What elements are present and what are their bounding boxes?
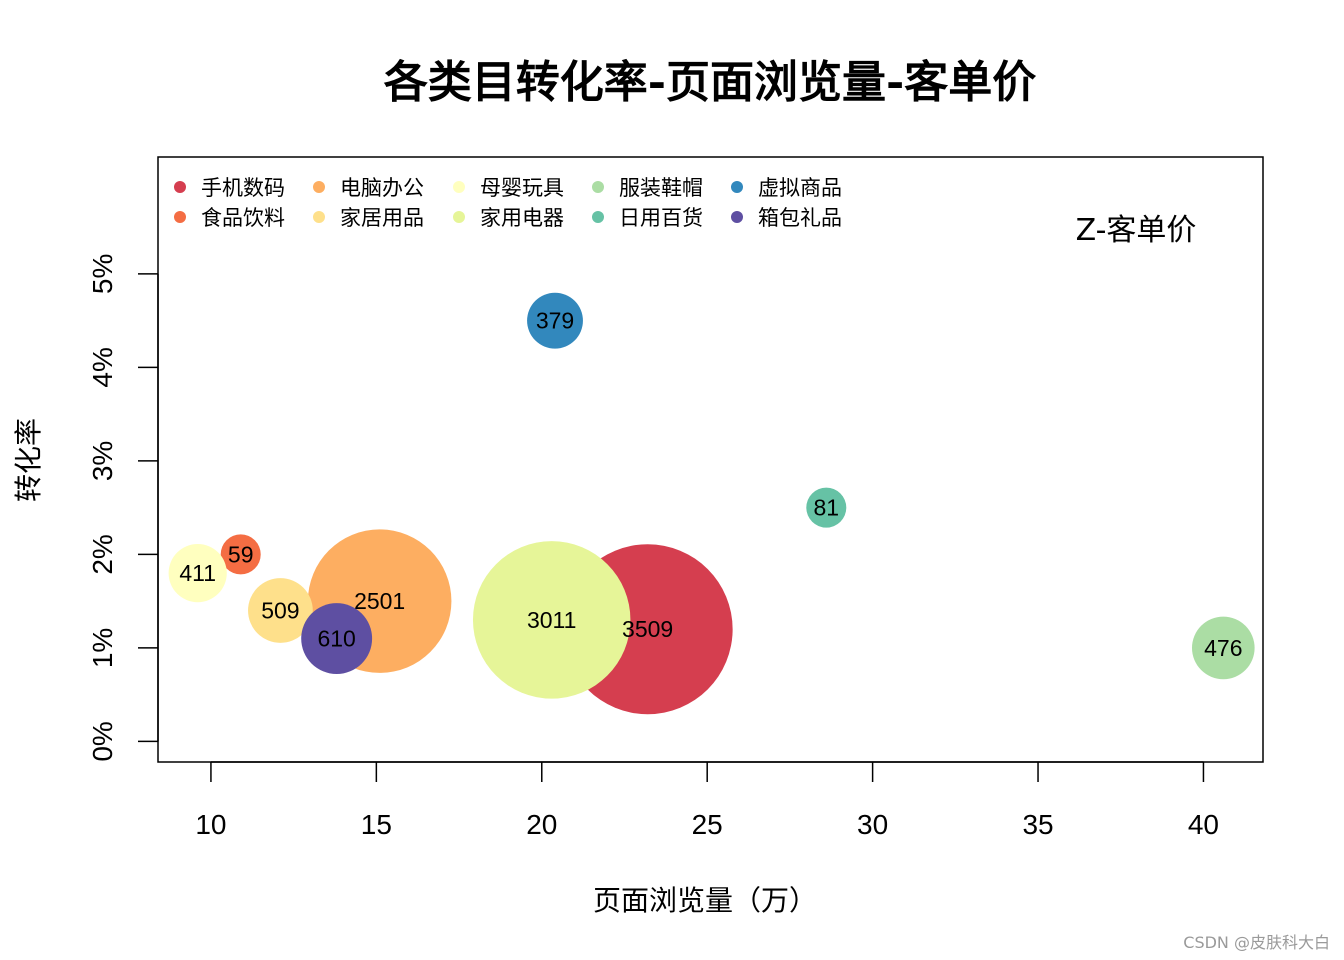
y-tick-label: 3% bbox=[87, 441, 118, 481]
legend-label: 母婴玩具 bbox=[480, 176, 564, 200]
bubble-label-家居用品: 509 bbox=[261, 598, 299, 624]
bubble-label-家用电器: 3011 bbox=[527, 607, 576, 633]
legend-label: 箱包礼品 bbox=[758, 206, 842, 230]
legend-marker bbox=[731, 181, 743, 193]
legend-marker bbox=[592, 211, 604, 223]
x-tick-label: 25 bbox=[692, 809, 723, 840]
y-tick-label: 5% bbox=[87, 254, 118, 294]
bubble-母婴玩具 bbox=[168, 544, 227, 603]
bubble-labels-layer: 3509 59 2501 509 411 3011 476 81 379 610 bbox=[179, 308, 1242, 661]
legend-label: 家用电器 bbox=[480, 206, 564, 230]
y-axis-title: 转化率 bbox=[12, 418, 45, 502]
x-tick-label: 40 bbox=[1188, 809, 1219, 840]
legend-marker bbox=[313, 181, 325, 193]
x-tick-label: 10 bbox=[195, 809, 226, 840]
y-axis: 0% 1% 2% 3% 4% 5% bbox=[87, 254, 159, 762]
legend-marker bbox=[174, 211, 186, 223]
y-tick-label: 0% bbox=[87, 721, 118, 761]
bubble-服装鞋帽 bbox=[1191, 616, 1255, 680]
legend-label: 日用百货 bbox=[619, 206, 703, 230]
legend-marker bbox=[731, 211, 743, 223]
legend-marker bbox=[313, 211, 325, 223]
bubble-label-服装鞋帽: 476 bbox=[1204, 635, 1242, 661]
bubble-日用百货 bbox=[806, 487, 847, 528]
bubble-食品饮料 bbox=[220, 534, 261, 575]
bubble-家用电器 bbox=[472, 541, 631, 699]
legend-label: 食品饮料 bbox=[201, 206, 285, 230]
legend-marker bbox=[453, 211, 465, 223]
bubble-label-食品饮料: 59 bbox=[228, 541, 254, 567]
bubble-label-母婴玩具: 411 bbox=[179, 560, 216, 586]
bubble-label-日用百货: 81 bbox=[813, 495, 839, 521]
legend-marker bbox=[174, 181, 186, 193]
bubble-label-箱包礼品: 610 bbox=[317, 626, 355, 652]
y-tick-label: 2% bbox=[87, 534, 118, 574]
bubbles-layer bbox=[168, 292, 1255, 715]
size-annotation: Z-客单价 bbox=[1076, 213, 1197, 248]
legend-label: 虚拟商品 bbox=[758, 176, 842, 200]
x-axis-title: 页面浏览量（万） bbox=[593, 884, 817, 917]
chart-title: 各类目转化率-页面浏览量-客单价 bbox=[384, 57, 1037, 108]
watermark: CSDN @皮肤科大白 bbox=[1183, 933, 1330, 952]
bubble-label-虚拟商品: 379 bbox=[536, 308, 574, 334]
bubble-虚拟商品 bbox=[527, 292, 583, 349]
legend-marker bbox=[453, 181, 465, 193]
y-tick-label: 1% bbox=[87, 628, 118, 668]
legend-marker bbox=[592, 181, 604, 193]
legend-label: 服装鞋帽 bbox=[619, 176, 703, 200]
legend-label: 手机数码 bbox=[201, 176, 285, 200]
x-tick-label: 20 bbox=[526, 809, 557, 840]
x-tick-label: 15 bbox=[361, 809, 392, 840]
bubble-label-手机数码: 3509 bbox=[622, 616, 673, 642]
bubble-箱包礼品 bbox=[301, 603, 373, 675]
y-tick-label: 4% bbox=[87, 347, 118, 387]
legend-label: 电脑办公 bbox=[340, 176, 424, 200]
x-tick-label: 35 bbox=[1022, 809, 1053, 840]
x-axis: 10 15 20 25 30 35 40 bbox=[195, 761, 1219, 840]
bubble-label-电脑办公: 2501 bbox=[354, 588, 405, 614]
bubble-家居用品 bbox=[248, 578, 313, 643]
legend-label: 家居用品 bbox=[340, 206, 424, 230]
x-tick-label: 30 bbox=[857, 809, 888, 840]
